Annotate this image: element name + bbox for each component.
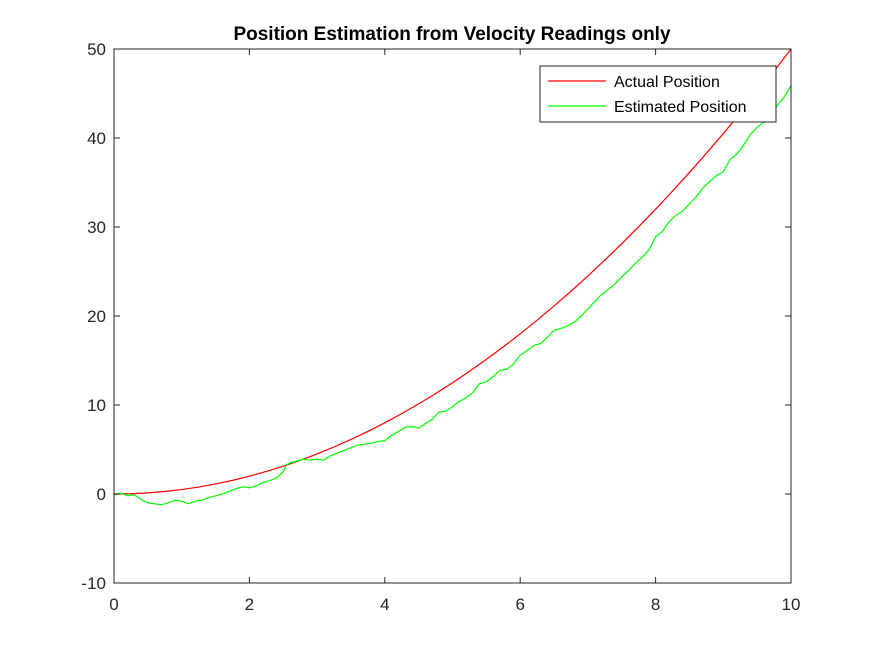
series-line-estimated-position: [113, 85, 792, 506]
x-tick-label: 6: [515, 595, 524, 614]
series-line-actual-position: [113, 48, 792, 495]
chart-title: Position Estimation from Velocity Readin…: [233, 24, 671, 45]
legend: Actual Position Estimated Position: [539, 65, 777, 123]
legend-label-estimated-position: Estimated Position: [614, 99, 747, 116]
y-tick-label: -10: [81, 574, 106, 593]
legend-box: [539, 65, 777, 123]
x-tick-label: 4: [380, 595, 389, 614]
x-tick-label: 10: [782, 595, 801, 614]
x-tick-label: 8: [651, 595, 660, 614]
x-tick-label: 2: [245, 595, 254, 614]
legend-label-actual-position: Actual Position: [614, 74, 720, 91]
y-tick-label: 30: [87, 218, 106, 237]
series-layer: [113, 48, 792, 506]
x-tick-label: 0: [109, 595, 118, 614]
plot-area: [114, 49, 791, 583]
y-tick-label: 10: [87, 396, 106, 415]
y-tick-label: 20: [87, 307, 106, 326]
y-tick-label: 40: [87, 129, 106, 148]
y-tick-label: 50: [87, 40, 106, 59]
y-tick-label: 0: [97, 485, 106, 504]
